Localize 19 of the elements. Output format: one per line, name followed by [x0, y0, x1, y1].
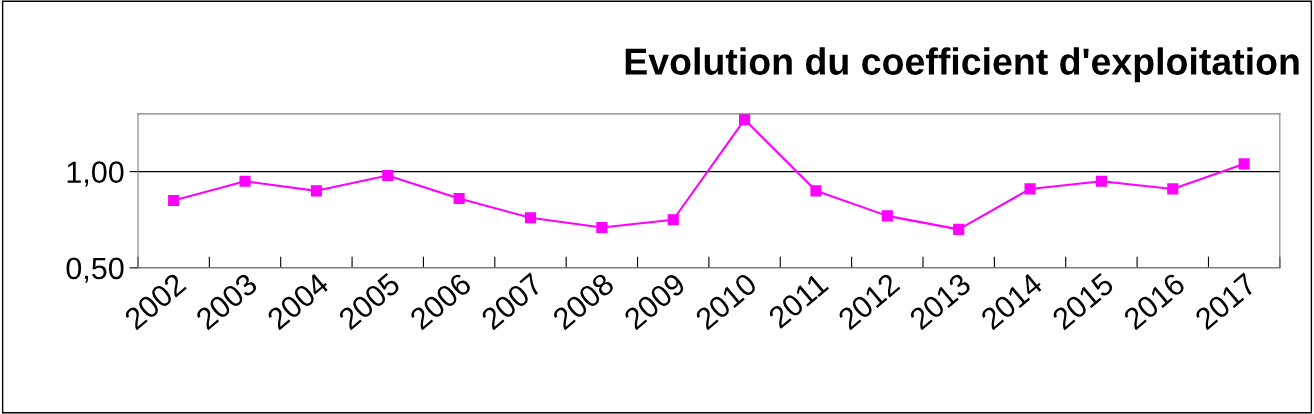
point — [667, 214, 679, 226]
point — [382, 169, 394, 182]
point — [1238, 158, 1250, 170]
point — [1095, 175, 1107, 187]
point — [739, 114, 751, 126]
point — [1024, 183, 1036, 195]
point — [524, 212, 537, 224]
point — [310, 185, 322, 197]
point — [168, 194, 180, 207]
y-tick-label: 0,50 — [66, 257, 124, 283]
point — [1167, 183, 1179, 195]
chart-title: Evolution du coefficient d'exploitation — [625, 47, 1299, 83]
point — [881, 210, 893, 222]
point — [453, 192, 465, 205]
y-tick-label: 1,00 — [67, 161, 124, 187]
point — [596, 221, 608, 233]
point — [239, 175, 251, 187]
point — [953, 223, 965, 235]
point — [810, 185, 822, 197]
